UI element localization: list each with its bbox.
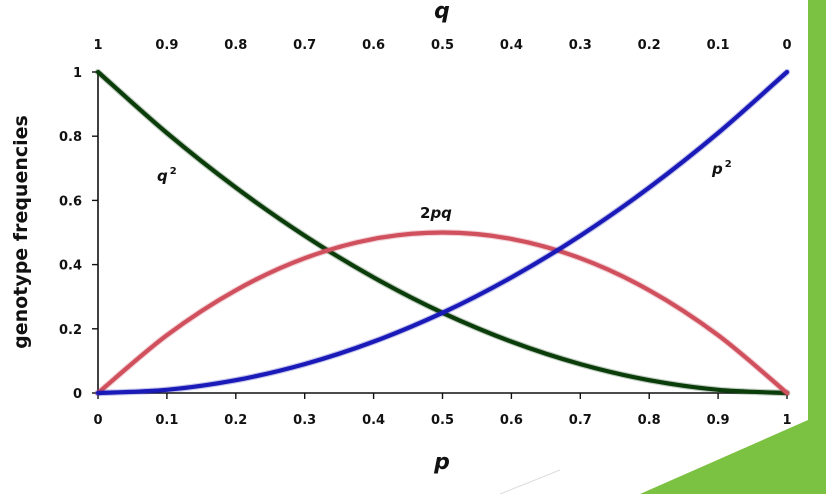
x2-tick-label: 1 xyxy=(93,38,102,53)
y-tick-label: 0.8 xyxy=(59,130,82,145)
y-axis-title: genotype frequencies xyxy=(10,115,32,349)
x2-tick-label: 0.5 xyxy=(431,38,454,53)
x-tick-label: 0.3 xyxy=(293,413,316,428)
x2-axis-title: q xyxy=(434,0,450,24)
y-tick-label: 0.2 xyxy=(59,323,82,338)
q-squared-curve xyxy=(95,69,790,396)
series-lines xyxy=(94,68,791,397)
x-tick-label: 0.9 xyxy=(707,413,730,428)
x-tick-label: 0.5 xyxy=(431,413,454,428)
y-tick-label: 0 xyxy=(73,387,82,402)
x2-tick-label: 0.4 xyxy=(500,38,523,53)
x-tick-label: 0.2 xyxy=(224,413,247,428)
x-tick-label: 0.8 xyxy=(638,413,661,428)
x2-tick-label: 0.8 xyxy=(224,38,247,53)
p-squared-curve xyxy=(95,69,790,396)
accent-bar xyxy=(808,0,826,494)
y-tick-label: 0.4 xyxy=(59,259,82,274)
corner-hairline xyxy=(499,469,561,494)
x-tick-label: 1 xyxy=(782,413,791,428)
x-tick-label: 0.7 xyxy=(569,413,592,428)
curve-labels: q 2 2pq p 2 xyxy=(157,159,732,222)
x2-tick-label: 0 xyxy=(782,38,791,53)
two-pq-label: 2pq xyxy=(420,204,452,222)
y-tick-label: 1 xyxy=(73,66,82,81)
x-tick-label: 0 xyxy=(93,413,102,428)
x2-tick-label: 0.3 xyxy=(569,38,592,53)
x-tick-label: 0.1 xyxy=(155,413,178,428)
x2-tick-label: 0.7 xyxy=(293,38,316,53)
x2-tick-label: 0.1 xyxy=(707,38,730,53)
y-tick-label: 0.6 xyxy=(59,194,82,209)
x-tick-label: 0.4 xyxy=(362,413,385,428)
x2-tick-label: 0.2 xyxy=(638,38,661,53)
two-pq-curve xyxy=(95,230,790,396)
x2-tick-label: 0.6 xyxy=(362,38,385,53)
x-tick-label: 0.6 xyxy=(500,413,523,428)
accent-corner xyxy=(640,420,808,494)
x-axis-title: p xyxy=(433,450,450,475)
ticks: 0 0.1 0.2 0.3 0.4 0.5 0.6 0.7 0.8 0.9 11 0.9 0.8 0.7 0… xyxy=(59,38,792,428)
x2-tick-label: 0.9 xyxy=(155,38,178,53)
